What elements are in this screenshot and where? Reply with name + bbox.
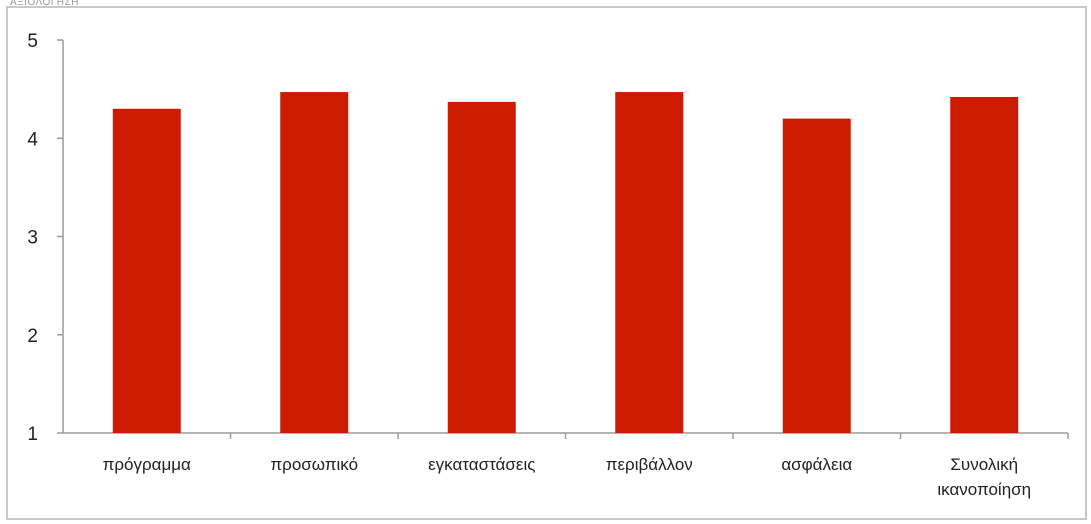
header-text: ΑΞΙΟΛΟΓΗΣΗ	[10, 0, 79, 8]
bar	[950, 96, 1019, 434]
x-category-label: πρόγραμμα	[103, 455, 191, 474]
x-category-label: εγκαταστάσεις	[428, 455, 535, 474]
y-tick-label: 1	[27, 424, 38, 445]
bars-group	[112, 92, 1019, 434]
bar	[782, 118, 851, 433]
x-category-label: περιβάλλον	[606, 455, 693, 474]
y-tick-label: 4	[27, 129, 38, 150]
chart-frame	[6, 6, 1087, 520]
x-category-label: Συνολική	[950, 455, 1018, 474]
x-category-label: ασφάλεια	[781, 455, 852, 474]
y-tick-label: 3	[27, 228, 38, 249]
y-axis-ticks: 1 2 3 4 5	[27, 31, 63, 445]
bar	[280, 92, 349, 433]
bar	[112, 108, 181, 434]
x-category-label: προσωπικό	[270, 455, 358, 474]
y-tick-label: 2	[27, 326, 38, 347]
bar	[615, 92, 684, 433]
y-tick-label: 5	[27, 31, 38, 52]
x-category-label: ικανοποίηση	[937, 480, 1031, 499]
bar	[447, 101, 516, 434]
x-axis-labels: πρόγραμμα προσωπικό εγκαταστάσεις περιβάλλο…	[103, 433, 1069, 499]
